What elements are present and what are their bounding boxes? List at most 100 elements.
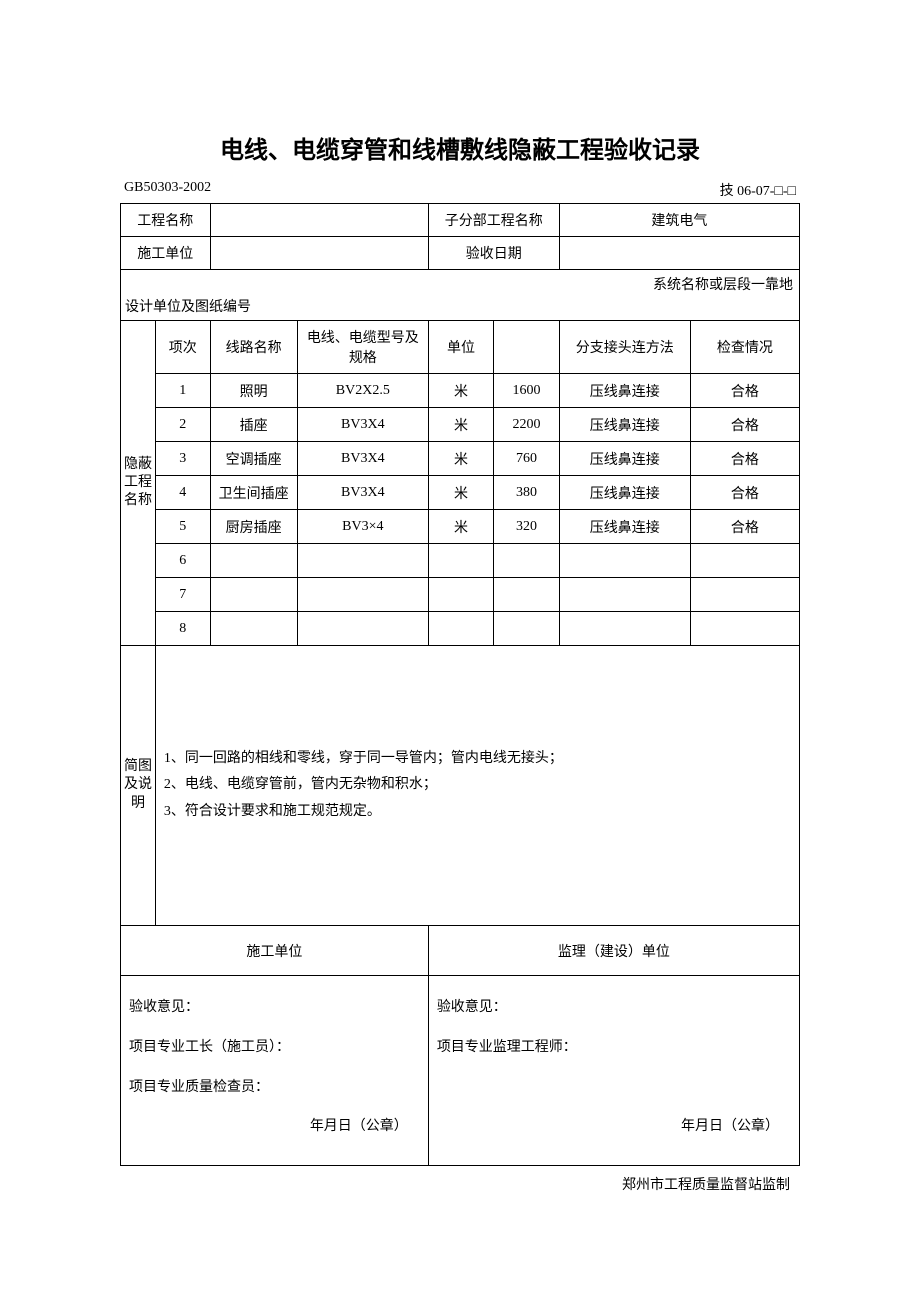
cell-spec: BV3X4 [297, 476, 428, 510]
design-unit-label: 设计单位及图纸编号 [125, 296, 795, 316]
col-circuit: 线路名称 [210, 321, 297, 374]
cell-check [690, 612, 799, 646]
cell-circuit [210, 612, 297, 646]
cell-method [559, 578, 690, 612]
document-title: 电线、电缆穿管和线槽敷线隐蔽工程验收记录 [120, 130, 800, 165]
cell-circuit: 插座 [210, 408, 297, 442]
proj-name-value [210, 204, 428, 237]
cell-spec: BV2X2.5 [297, 374, 428, 408]
cell-method: 压线鼻连接 [559, 476, 690, 510]
table-row: 7 [121, 578, 800, 612]
cell-method [559, 544, 690, 578]
sub-part-value: 建筑电气 [559, 204, 799, 237]
footer-text: 郑州市工程质量监督站监制 [120, 1174, 800, 1194]
cell-seq: 8 [155, 612, 210, 646]
construct-unit-value [210, 237, 428, 270]
cell-seq: 3 [155, 442, 210, 476]
col-spec: 电线、电缆型号及规格 [297, 321, 428, 374]
cell-circuit: 卫生间插座 [210, 476, 297, 510]
cell-seq: 5 [155, 510, 210, 544]
accept-date-value [559, 237, 799, 270]
cell-check: 合格 [690, 408, 799, 442]
table-row: 1 照明 BV2X2.5 米 1600 压线鼻连接 合格 [121, 374, 800, 408]
cell-method: 压线鼻连接 [559, 374, 690, 408]
cell-qty [494, 578, 559, 612]
cell-method [559, 612, 690, 646]
cell-method: 压线鼻连接 [559, 510, 690, 544]
main-table: 工程名称 子分部工程名称 建筑电气 施工单位 验收日期 系统名称或层段一靠地 设… [120, 203, 800, 1166]
cell-qty [494, 544, 559, 578]
cell-qty: 2200 [494, 408, 559, 442]
cell-qty [494, 612, 559, 646]
cell-circuit: 空调插座 [210, 442, 297, 476]
stamp-date-left: 年月日（公章） [310, 1115, 408, 1135]
cell-check: 合格 [690, 476, 799, 510]
cell-qty: 380 [494, 476, 559, 510]
note-line-1: 1、同一回路的相线和零线，穿于同一导管内；管内电线无接头； [164, 746, 791, 773]
proj-name-label: 工程名称 [121, 204, 211, 237]
sub-part-label: 子分部工程名称 [428, 204, 559, 237]
cell-spec [297, 612, 428, 646]
cell-spec: BV3×4 [297, 510, 428, 544]
cell-qty: 320 [494, 510, 559, 544]
design-row: 系统名称或层段一靠地 设计单位及图纸编号 [121, 270, 800, 321]
table-row: 6 [121, 544, 800, 578]
note-line-2: 2、电线、电缆穿管前，管内无杂物和积水； [164, 772, 791, 799]
cell-method: 压线鼻连接 [559, 442, 690, 476]
cell-check: 合格 [690, 442, 799, 476]
cell-circuit [210, 544, 297, 578]
cell-unit: 米 [428, 374, 493, 408]
cell-unit: 米 [428, 442, 493, 476]
standard-code: GB50303-2002 [124, 180, 211, 200]
table-row: 4 卫生间插座 BV3X4 米 380 压线鼻连接 合格 [121, 476, 800, 510]
cell-spec: BV3X4 [297, 408, 428, 442]
cell-circuit: 照明 [210, 374, 297, 408]
table-row: 2 插座 BV3X4 米 2200 压线鼻连接 合格 [121, 408, 800, 442]
cell-unit [428, 612, 493, 646]
notes-content: 1、同一回路的相线和零线，穿于同一导管内；管内电线无接头； 2、电线、电缆穿管前… [155, 646, 799, 926]
cell-seq: 6 [155, 544, 210, 578]
cell-unit: 米 [428, 408, 493, 442]
col-qty [494, 321, 559, 374]
opinion-label: 验收意见： [437, 996, 791, 1016]
cell-unit [428, 578, 493, 612]
meta-row: GB50303-2002 技 06-07-□-□ [120, 180, 800, 200]
cell-unit [428, 544, 493, 578]
table-row: 8 [121, 612, 800, 646]
cell-check: 合格 [690, 510, 799, 544]
cell-unit: 米 [428, 476, 493, 510]
col-unit: 单位 [428, 321, 493, 374]
accept-date-label: 验收日期 [428, 237, 559, 270]
cell-spec: BV3X4 [297, 442, 428, 476]
inspector-label: 项目专业质量检查员： [129, 1076, 420, 1096]
construct-unit-label: 施工单位 [121, 237, 211, 270]
cell-spec [297, 544, 428, 578]
construction-unit-header: 施工单位 [121, 926, 429, 976]
table-row: 3 空调插座 BV3X4 米 760 压线鼻连接 合格 [121, 442, 800, 476]
system-name-label: 系统名称或层段一靠地 [653, 274, 793, 294]
cell-unit: 米 [428, 510, 493, 544]
form-code: 技 06-07-□-□ [720, 180, 796, 200]
supervisor-label: 项目专业监理工程师： [437, 1036, 791, 1056]
cell-check [690, 544, 799, 578]
col-check: 检查情况 [690, 321, 799, 374]
supervision-signature-block: 验收意见： 项目专业监理工程师： 年月日（公章） [428, 976, 799, 1166]
cell-qty: 1600 [494, 374, 559, 408]
note-line-3: 3、符合设计要求和施工规范规定。 [164, 799, 791, 826]
cell-check: 合格 [690, 374, 799, 408]
col-seq: 项次 [155, 321, 210, 374]
cell-circuit [210, 578, 297, 612]
stamp-date-right: 年月日（公章） [681, 1115, 779, 1135]
table-row: 5 厨房插座 BV3×4 米 320 压线鼻连接 合格 [121, 510, 800, 544]
supervision-unit-header: 监理（建设）单位 [428, 926, 799, 976]
cell-method: 压线鼻连接 [559, 408, 690, 442]
cell-seq: 1 [155, 374, 210, 408]
construction-signature-block: 验收意见： 项目专业工长（施工员）： 项目专业质量检查员： 年月日（公章） [121, 976, 429, 1166]
cell-seq: 2 [155, 408, 210, 442]
foreman-label: 项目专业工长（施工员）： [129, 1036, 420, 1056]
opinion-label: 验收意见： [129, 996, 420, 1016]
notes-label: 简图及说明 [121, 646, 156, 926]
cell-circuit: 厨房插座 [210, 510, 297, 544]
cell-seq: 7 [155, 578, 210, 612]
cell-check [690, 578, 799, 612]
